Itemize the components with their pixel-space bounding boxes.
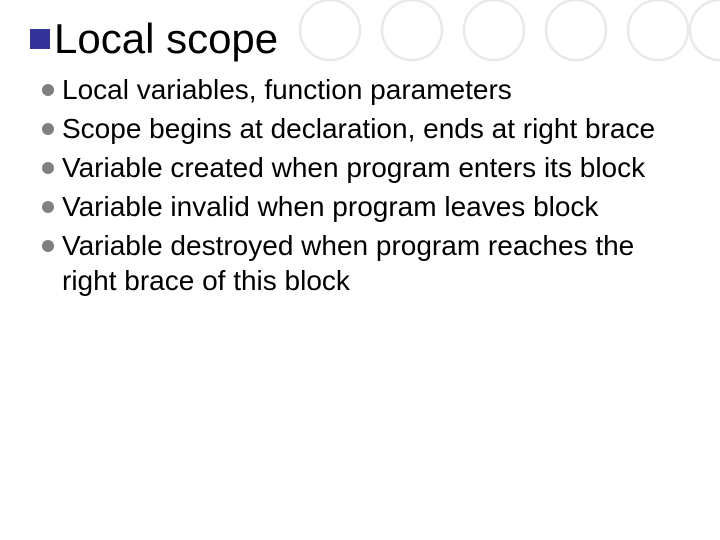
- list-item: Local variables, function parameters: [42, 72, 690, 107]
- heading-square-bullet-icon: [30, 29, 50, 49]
- slide-heading: Local scope: [30, 18, 690, 60]
- circle-bullet-icon: [42, 84, 54, 96]
- circle-bullet-icon: [42, 201, 54, 213]
- list-item: Scope begins at declaration, ends at rig…: [42, 111, 690, 146]
- bullet-list: Local variables, function parameters Scop…: [30, 72, 690, 298]
- list-item: Variable destroyed when program reaches …: [42, 228, 690, 298]
- list-item: Variable invalid when program leaves blo…: [42, 189, 690, 224]
- bullet-text: Local variables, function parameters: [62, 72, 512, 107]
- heading-text: Local scope: [54, 18, 278, 60]
- bullet-text: Variable invalid when program leaves blo…: [62, 189, 598, 224]
- list-item: Variable created when program enters its…: [42, 150, 690, 185]
- bullet-text: Variable destroyed when program reaches …: [62, 228, 690, 298]
- circle-bullet-icon: [42, 162, 54, 174]
- circle-bullet-icon: [42, 123, 54, 135]
- slide-content: Local scope Local variables, function pa…: [0, 0, 720, 298]
- circle-bullet-icon: [42, 240, 54, 252]
- bullet-text: Scope begins at declaration, ends at rig…: [62, 111, 655, 146]
- bullet-text: Variable created when program enters its…: [62, 150, 645, 185]
